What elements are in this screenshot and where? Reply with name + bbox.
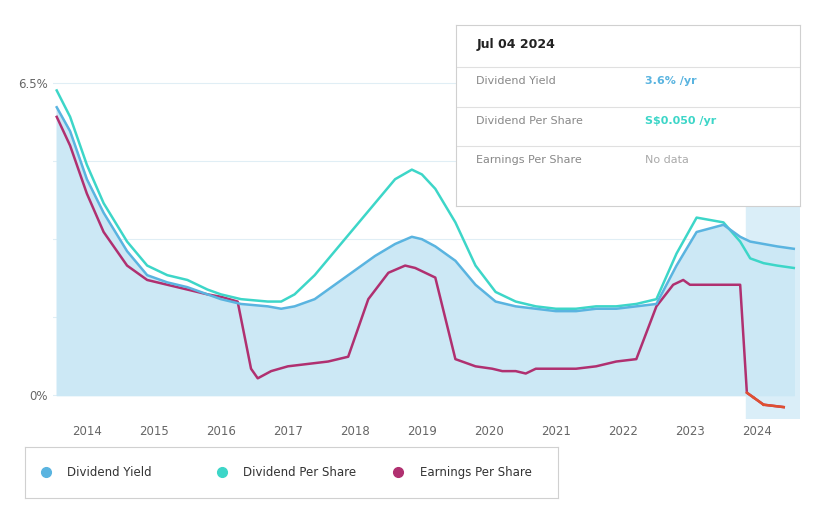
Text: S$0.050 /yr: S$0.050 /yr	[645, 116, 717, 125]
Text: No data: No data	[645, 155, 689, 165]
Text: Earnings Per Share: Earnings Per Share	[420, 466, 531, 479]
Text: Earnings Per Share: Earnings Per Share	[476, 155, 582, 165]
Text: Dividend Yield: Dividend Yield	[476, 76, 556, 86]
Text: Jul 04 2024: Jul 04 2024	[476, 38, 555, 51]
Text: Dividend Per Share: Dividend Per Share	[244, 466, 356, 479]
Text: Dividend Yield: Dividend Yield	[67, 466, 152, 479]
Text: Dividend Per Share: Dividend Per Share	[476, 116, 583, 125]
Text: 3.6% /yr: 3.6% /yr	[645, 76, 697, 86]
Text: Past: Past	[749, 81, 773, 94]
Bar	[745, 74, 800, 419]
